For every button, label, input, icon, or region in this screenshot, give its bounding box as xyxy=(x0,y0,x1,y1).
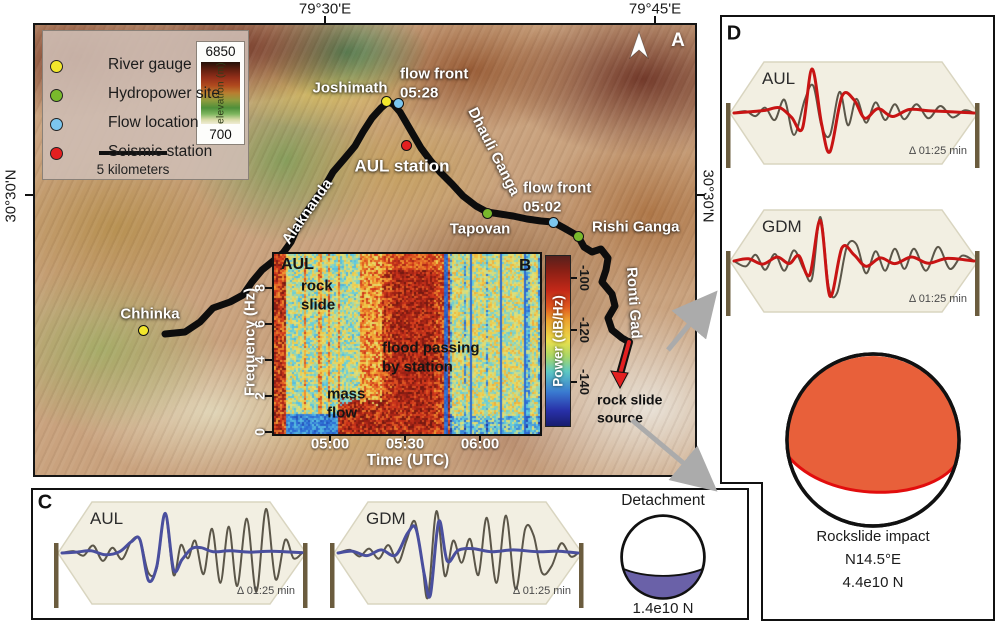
coordinate-label-left: 30°30'N xyxy=(2,169,20,223)
impact-force-value: 4.4e10 N xyxy=(842,574,904,591)
coordinate-tick-top xyxy=(324,16,326,24)
window-duration-label: Δ 01:25 min xyxy=(237,585,295,597)
frequency-tick xyxy=(265,359,272,361)
observed-trace xyxy=(61,507,303,593)
detachment-beachball xyxy=(620,514,706,600)
window-duration-label: Δ 01:25 min xyxy=(513,585,571,597)
frequency-tick xyxy=(265,287,272,289)
scale-bar xyxy=(99,151,167,155)
coordinate-label-right: 30°30'N xyxy=(699,169,717,223)
window-bar-left xyxy=(726,103,731,168)
legend-swatch-river-gauge xyxy=(50,60,63,73)
waveform-gdm-detachment: GDM Δ 01:25 min xyxy=(330,501,584,608)
synthetic-trace xyxy=(336,519,580,599)
elevation-min: 700 xyxy=(209,127,232,142)
window-bar-left xyxy=(330,543,335,608)
station-label: GDM xyxy=(366,509,406,528)
time-tick xyxy=(479,434,481,441)
legend-item-label: Hydropower site xyxy=(108,85,220,103)
impact-beachball xyxy=(785,352,961,528)
impact-azimuth: N14.5°E xyxy=(844,551,902,568)
marker-chhinka-river-gauge xyxy=(137,324,149,336)
station-label: AUL xyxy=(762,69,795,88)
marker-joshimath-flow-location xyxy=(392,97,404,109)
marker-tapovan-hydropower xyxy=(481,207,493,219)
window-bar-right xyxy=(975,103,980,168)
station-label: GDM xyxy=(762,217,802,236)
legend-swatch-hydropower-site xyxy=(50,89,63,102)
north-arrow-icon xyxy=(629,30,649,60)
spectrogram-panel xyxy=(272,252,542,436)
detachment-title: Detachment xyxy=(621,492,705,509)
synthetic-trace xyxy=(60,511,304,584)
observed-trace xyxy=(337,510,579,600)
window-duration-label: Δ 01:25 min xyxy=(909,145,967,157)
station-label: AUL xyxy=(90,509,123,528)
elevation-max: 6850 xyxy=(205,44,236,59)
frequency-tick xyxy=(265,323,272,325)
detachment-compression-quadrant xyxy=(621,567,705,600)
frequency-tick xyxy=(265,395,272,397)
waveform-aul-impact: AUL Δ 01:25 min xyxy=(726,61,980,168)
window-duration-label: Δ 01:25 min xyxy=(909,293,967,305)
window-bar-left xyxy=(54,543,59,608)
spectrogram-canvas xyxy=(274,254,540,434)
marker-joshimath-river-gauge xyxy=(380,95,392,107)
coordinate-tick-right xyxy=(697,194,705,196)
legend-item-label: Flow location xyxy=(108,114,199,132)
frequency-axis-label: Frequency (Hz) xyxy=(241,287,259,397)
colorbar-tick xyxy=(571,329,577,331)
legend-swatch-seismic-station xyxy=(50,147,63,160)
legend-item-label: River gauge xyxy=(108,56,192,74)
marker-flow-front-0502 xyxy=(547,216,559,228)
colorbar-tick xyxy=(571,277,577,279)
time-tick xyxy=(404,434,406,441)
frequency-tick xyxy=(265,431,272,433)
marker-aul-seismic-station xyxy=(400,139,412,151)
coordinate-tick-left xyxy=(25,194,33,196)
waveform-aul-detachment: AUL Δ 01:25 min xyxy=(54,501,308,608)
scale-bar-label: 5 kilometers xyxy=(96,162,170,177)
window-bar-right xyxy=(579,543,584,608)
window-bar-right xyxy=(975,251,980,316)
detachment-force-value: 1.4e10 N xyxy=(632,600,694,617)
colorbar-label: Power (dB/Hz) xyxy=(550,295,566,387)
time-tick xyxy=(329,434,331,441)
coordinate-tick-top xyxy=(654,16,656,24)
marker-rishi-ganga-hydropower xyxy=(572,230,584,242)
panel-label-d: D xyxy=(726,22,742,45)
window-bar-right xyxy=(303,543,308,608)
colorbar-tick xyxy=(571,381,577,383)
legend-item-label: Seismic station xyxy=(108,143,213,161)
time-axis-label: Time (UTC) xyxy=(366,452,450,469)
waveform-gdm-impact: GDM Δ 01:25 min xyxy=(726,209,980,316)
legend-swatch-flow-location xyxy=(50,118,63,131)
window-bar-left xyxy=(726,251,731,316)
